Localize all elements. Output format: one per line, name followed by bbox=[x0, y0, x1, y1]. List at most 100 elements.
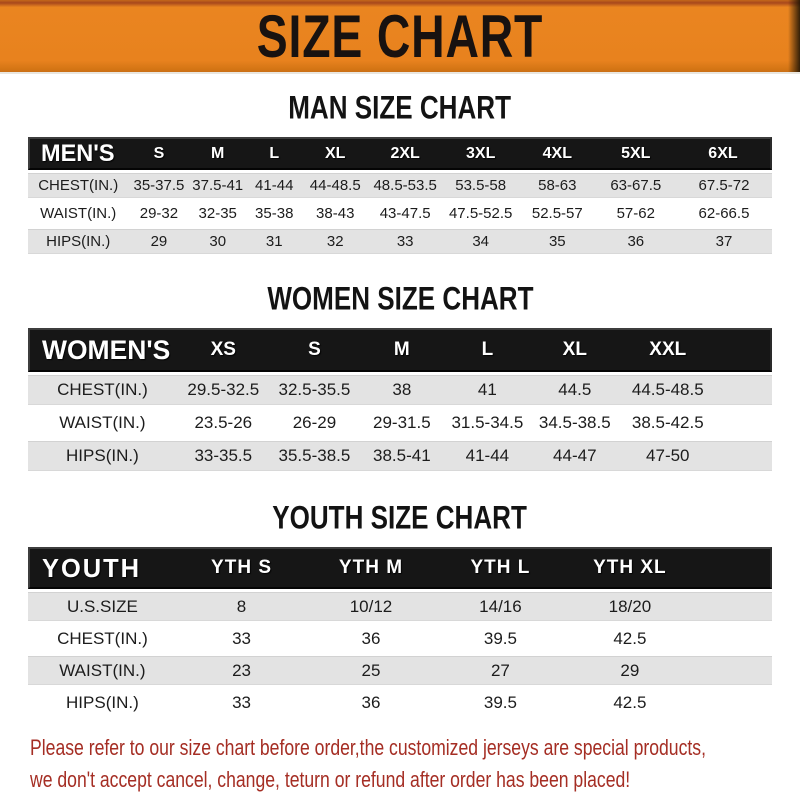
row-spacer bbox=[694, 624, 772, 653]
row-label: CHEST(IN.) bbox=[28, 173, 129, 198]
men-table-header-row: MEN'S S M L XL 2XL 3XL 4XL 5XL 6XL bbox=[28, 137, 772, 170]
size-value-cell: 47-50 bbox=[619, 441, 717, 471]
size-value-cell: 41 bbox=[444, 375, 531, 405]
size-col-header: S bbox=[128, 137, 190, 170]
size-col-header: 6XL bbox=[675, 137, 772, 170]
row-spacer bbox=[716, 441, 772, 471]
size-col-header: L bbox=[444, 328, 531, 372]
size-value-cell: 47.5-52.5 bbox=[442, 201, 519, 226]
size-value-cell: 53.5-58 bbox=[442, 173, 519, 198]
row-spacer bbox=[716, 375, 772, 405]
note-line-2: we don't accept cancel, change, teturn o… bbox=[30, 767, 631, 792]
youth-size-chart-section: YOUTH SIZE CHART YOUTH YTH S YTH M YTH L… bbox=[0, 498, 800, 720]
size-col-header: XXL bbox=[619, 328, 717, 372]
row-label: WAIST(IN.) bbox=[28, 201, 129, 226]
size-value-cell: 33-35.5 bbox=[176, 441, 270, 471]
size-value-cell: 39.5 bbox=[435, 688, 566, 717]
size-value-cell: 38 bbox=[359, 375, 445, 405]
row-label: CHEST(IN.) bbox=[28, 624, 177, 653]
youth-size-table: YOUTH YTH S YTH M YTH L YTH XL U.S.SIZE … bbox=[28, 544, 772, 720]
table-row: CHEST(IN.) 35-37.5 37.5-41 41-44 44-48.5… bbox=[28, 173, 772, 198]
size-value-cell: 37.5-41 bbox=[189, 173, 246, 198]
size-value-cell: 23.5-26 bbox=[176, 408, 270, 438]
size-value-cell: 31.5-34.5 bbox=[444, 408, 531, 438]
women-size-chart-section: WOMEN SIZE CHART WOMEN'S XS S M L XL XXL… bbox=[0, 279, 800, 474]
men-size-chart-section: MAN SIZE CHART MEN'S S M L XL 2XL 3XL 4X… bbox=[0, 89, 800, 257]
women-section-title: WOMEN SIZE CHART bbox=[266, 279, 534, 318]
table-row: U.S.SIZE 8 10/12 14/16 18/20 bbox=[28, 592, 772, 621]
header-spacer bbox=[694, 547, 772, 589]
size-value-cell: 44.5 bbox=[530, 375, 620, 405]
women-table-header-row: WOMEN'S XS S M L XL XXL bbox=[28, 328, 772, 372]
size-col-header: YTH M bbox=[306, 547, 436, 589]
table-row: CHEST(IN.) 33 36 39.5 42.5 bbox=[28, 624, 772, 653]
size-value-cell: 37 bbox=[675, 229, 772, 254]
size-value-cell: 29 bbox=[565, 656, 695, 685]
size-value-cell: 38-43 bbox=[302, 201, 368, 226]
table-row: WAIST(IN.) 23 25 27 29 bbox=[28, 656, 772, 685]
youth-table-header-row: YOUTH YTH S YTH M YTH L YTH XL bbox=[28, 547, 772, 589]
row-label: WAIST(IN.) bbox=[28, 656, 177, 685]
size-value-cell: 35-38 bbox=[245, 201, 303, 226]
size-col-header: YTH S bbox=[176, 547, 307, 589]
size-col-header: 4XL bbox=[518, 137, 596, 170]
size-value-cell: 43-47.5 bbox=[367, 201, 443, 226]
size-value-cell: 39.5 bbox=[435, 624, 566, 653]
size-col-header: XS bbox=[176, 328, 270, 372]
size-value-cell: 32 bbox=[302, 229, 368, 254]
size-value-cell: 36 bbox=[595, 229, 676, 254]
size-value-cell: 33 bbox=[367, 229, 443, 254]
row-label: CHEST(IN.) bbox=[28, 375, 177, 405]
size-value-cell: 25 bbox=[306, 656, 436, 685]
size-value-cell: 52.5-57 bbox=[518, 201, 596, 226]
size-value-cell: 34 bbox=[442, 229, 519, 254]
men-table-header-label: MEN'S bbox=[28, 137, 129, 170]
size-value-cell: 35 bbox=[518, 229, 596, 254]
size-value-cell: 32.5-35.5 bbox=[269, 375, 360, 405]
size-col-header: XL bbox=[530, 328, 620, 372]
row-label: HIPS(IN.) bbox=[28, 688, 177, 717]
table-row: WAIST(IN.) 23.5-26 26-29 29-31.5 31.5-34… bbox=[28, 408, 772, 438]
size-value-cell: 23 bbox=[176, 656, 307, 685]
size-value-cell: 62-66.5 bbox=[675, 201, 772, 226]
row-spacer bbox=[716, 408, 772, 438]
size-value-cell: 58-63 bbox=[518, 173, 596, 198]
youth-table-header-label: YOUTH bbox=[28, 547, 177, 589]
size-chart-banner: SIZE CHART bbox=[0, 0, 800, 74]
row-label: HIPS(IN.) bbox=[28, 441, 177, 471]
order-policy-note: Please refer to our size chart before or… bbox=[0, 733, 800, 800]
size-value-cell: 35.5-38.5 bbox=[269, 441, 360, 471]
size-value-cell: 27 bbox=[435, 656, 566, 685]
size-value-cell: 42.5 bbox=[565, 624, 695, 653]
page-title: SIZE CHART bbox=[256, 2, 544, 70]
size-value-cell: 32-35 bbox=[189, 201, 246, 226]
size-value-cell: 18/20 bbox=[565, 592, 695, 621]
table-row: HIPS(IN.) 33-35.5 35.5-38.5 38.5-41 41-4… bbox=[28, 441, 772, 471]
size-value-cell: 29-32 bbox=[128, 201, 190, 226]
size-col-header: M bbox=[359, 328, 445, 372]
size-value-cell: 44.5-48.5 bbox=[619, 375, 717, 405]
size-col-header: 2XL bbox=[367, 137, 443, 170]
size-value-cell: 10/12 bbox=[306, 592, 436, 621]
size-value-cell: 30 bbox=[189, 229, 246, 254]
table-row: WAIST(IN.) 29-32 32-35 35-38 38-43 43-47… bbox=[28, 201, 772, 226]
size-value-cell: 33 bbox=[176, 688, 307, 717]
size-value-cell: 42.5 bbox=[565, 688, 695, 717]
youth-section-title: YOUTH SIZE CHART bbox=[272, 498, 528, 537]
table-row: HIPS(IN.) 29 30 31 32 33 34 35 36 37 bbox=[28, 229, 772, 254]
size-value-cell: 14/16 bbox=[435, 592, 566, 621]
size-value-cell: 41-44 bbox=[444, 441, 531, 471]
row-label: HIPS(IN.) bbox=[28, 229, 129, 254]
size-col-header: 3XL bbox=[442, 137, 519, 170]
size-value-cell: 29-31.5 bbox=[359, 408, 445, 438]
women-size-table: WOMEN'S XS S M L XL XXL CHEST(IN.) 29.5-… bbox=[28, 325, 772, 474]
size-value-cell: 36 bbox=[306, 688, 436, 717]
note-line-1: Please refer to our size chart before or… bbox=[30, 735, 706, 760]
size-col-header: M bbox=[189, 137, 246, 170]
size-value-cell: 36 bbox=[306, 624, 436, 653]
size-value-cell: 44-47 bbox=[530, 441, 620, 471]
size-value-cell: 26-29 bbox=[269, 408, 360, 438]
women-table-header-label: WOMEN'S bbox=[28, 328, 177, 372]
header-spacer bbox=[716, 328, 772, 372]
row-spacer bbox=[694, 592, 772, 621]
